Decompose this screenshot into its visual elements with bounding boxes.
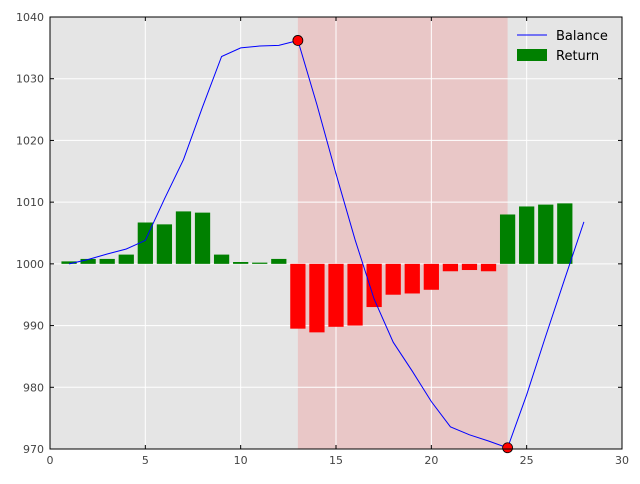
return-bar xyxy=(366,263,382,308)
return-bar xyxy=(61,261,77,264)
return-bar xyxy=(252,262,268,264)
return-bar xyxy=(347,263,363,326)
axes: 0 5 10 15 20 25 30 970 980 990 1000 1010 1020 1030 104… xyxy=(16,11,629,467)
return-bar xyxy=(480,263,497,272)
y-tick-label: 990 xyxy=(23,320,44,333)
x-tick-label: 30 xyxy=(615,454,629,467)
return-bar xyxy=(156,224,173,264)
return-bar xyxy=(99,258,115,264)
return-bar xyxy=(538,204,554,264)
return-bar xyxy=(194,212,211,264)
return-bar xyxy=(309,263,325,333)
return-bar xyxy=(290,263,306,329)
return-bar xyxy=(118,254,134,264)
return-bar xyxy=(423,263,439,290)
x-tick-label: 10 xyxy=(234,454,248,467)
y-tick-label: 980 xyxy=(23,381,44,394)
x-tick-label: 20 xyxy=(424,454,438,467)
balance-line xyxy=(68,39,585,449)
return-bar xyxy=(80,258,96,264)
y-tick-label: 1010 xyxy=(16,196,44,209)
return-bar xyxy=(271,258,287,264)
return-bar xyxy=(213,254,230,264)
return-bar xyxy=(175,211,192,264)
legend-balance-label: Balance xyxy=(556,29,608,44)
y-tick-label: 1030 xyxy=(16,73,44,86)
x-tick-label: 5 xyxy=(142,454,149,467)
shaded-region-rect xyxy=(297,17,508,449)
return-bar xyxy=(442,263,459,272)
extreme-point-marker xyxy=(292,35,304,46)
balance-line-group xyxy=(68,39,585,449)
shaded-region xyxy=(297,17,508,449)
return-bar xyxy=(328,263,344,327)
y-tick-label: 1020 xyxy=(16,134,44,147)
x-tick-label: 25 xyxy=(520,454,534,467)
y-tick-label: 1000 xyxy=(16,258,44,271)
markers xyxy=(292,35,514,454)
y-tick-label: 1040 xyxy=(16,11,44,24)
return-bar xyxy=(233,262,249,264)
return-bar xyxy=(461,263,478,271)
return-bar xyxy=(519,206,535,264)
legend-return-label: Return xyxy=(556,49,599,64)
legend: Balance Return xyxy=(517,29,608,64)
y-tick-label: 970 xyxy=(23,443,44,456)
extreme-point-marker xyxy=(502,442,514,454)
return-bar xyxy=(404,263,420,294)
legend-return-swatch xyxy=(517,49,547,61)
x-tick-label: 15 xyxy=(329,454,343,467)
return-bar xyxy=(557,203,573,264)
x-tick-label: 0 xyxy=(47,454,54,467)
return-bar xyxy=(385,263,401,295)
return-bars xyxy=(61,203,573,333)
return-bar xyxy=(499,214,516,264)
